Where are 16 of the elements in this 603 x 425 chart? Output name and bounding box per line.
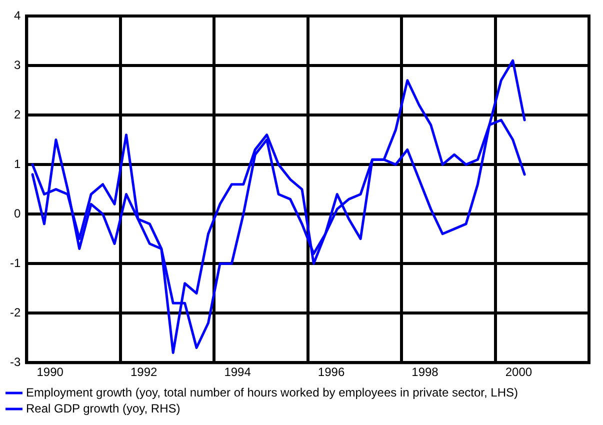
x-tick-label: 1998 <box>412 365 439 380</box>
y-tick-label: 4 <box>14 8 21 22</box>
y-tick-label: -3 <box>10 354 21 369</box>
legend-label: Employment growth (yoy, total number of hours worked by employees in private sector, LHS) <box>26 385 518 400</box>
y-tick-label: 1 <box>14 156 21 171</box>
x-tick-label: 1992 <box>130 365 158 380</box>
y-tick-label: -1 <box>10 256 21 270</box>
x-tick-label: 1990 <box>36 365 64 380</box>
x-tick-label: 1996 <box>318 365 345 380</box>
y-tick-label: 3 <box>14 58 21 72</box>
x-tick-label: 1994 <box>224 365 252 380</box>
legend-label: Real GDP growth (yoy, RHS) <box>26 401 180 416</box>
y-tick-label: 0 <box>14 206 21 220</box>
y-tick-label: 2 <box>14 107 21 122</box>
x-tick-label: 2000 <box>505 365 532 380</box>
y-tick-label: -2 <box>10 305 21 320</box>
